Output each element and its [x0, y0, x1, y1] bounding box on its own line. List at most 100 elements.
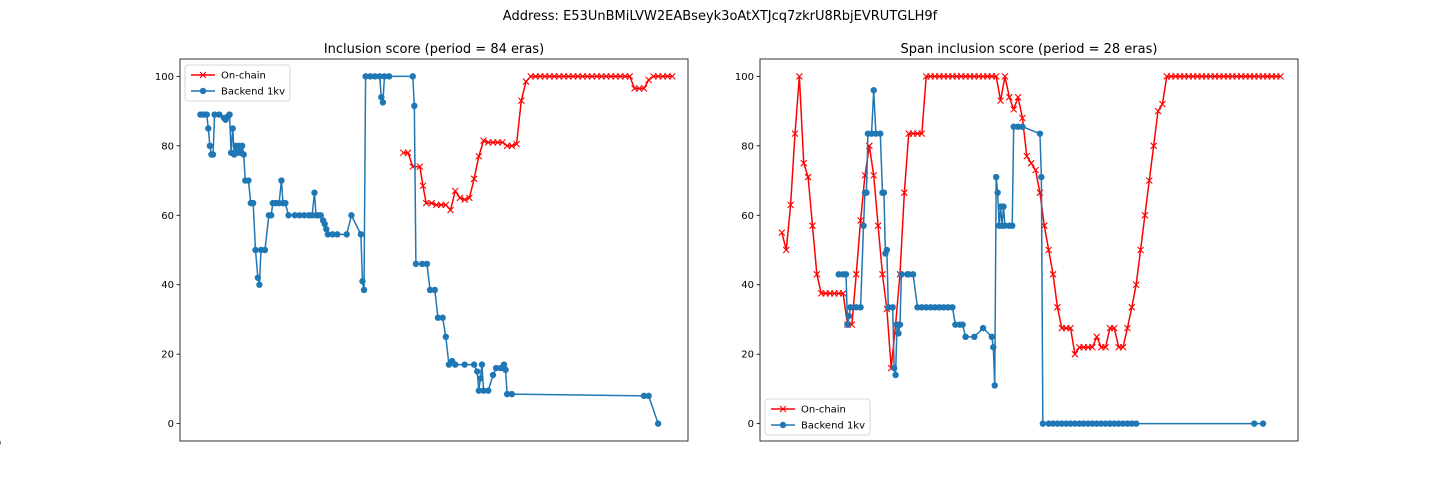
data-point-marker: [654, 420, 662, 427]
series-line: [781, 75, 1281, 369]
data-point-marker: [206, 142, 214, 150]
data-point-marker: [885, 304, 892, 311]
data-point-marker: [1115, 420, 1122, 427]
data-point-marker: [839, 290, 847, 297]
data-point-marker: [452, 361, 459, 368]
data-point-marker: [787, 201, 795, 209]
data-point-marker: [1154, 107, 1162, 115]
series-line: [403, 75, 673, 211]
data-point-marker: [238, 142, 246, 150]
data-point-marker: [890, 364, 898, 372]
data-point-marker: [1110, 324, 1118, 332]
data-point-marker: [1010, 123, 1017, 130]
data-point-marker: [877, 130, 884, 137]
data-point-marker: [474, 368, 481, 375]
data-point-marker: [1259, 420, 1267, 427]
chart-panel-inclusion-score: Inclusion score (period = 84 eras) 0 20 40 6…: [0, 42, 689, 445]
data-point-marker: [1019, 114, 1026, 122]
data-point-marker: [1039, 420, 1047, 427]
data-point-marker: [909, 271, 917, 278]
data-point-marker: [226, 111, 233, 118]
data-point-marker: [835, 271, 842, 278]
data-point-marker: [475, 387, 483, 394]
data-point-marker: [949, 304, 956, 311]
legend-box: [184, 64, 291, 102]
data-point-marker: [931, 304, 939, 311]
data-point-marker: [857, 304, 864, 311]
data-point-marker: [477, 375, 484, 382]
data-point-marker: [1141, 211, 1149, 219]
data-point-marker: [381, 73, 388, 80]
data-point-marker: [502, 366, 509, 374]
data-point-marker: [470, 361, 478, 368]
series-backend-1kv: [835, 87, 1267, 427]
data-point-marker: [412, 260, 420, 268]
y-tick-label: 20: [741, 350, 754, 361]
data-point-marker: [291, 212, 299, 219]
data-point-marker: [626, 72, 634, 80]
data-point-marker: [809, 222, 816, 230]
data-point-marker: [249, 199, 257, 207]
data-point-marker: [640, 392, 648, 400]
plot-frame: [179, 58, 689, 442]
legend-label: Backend 1kv: [801, 421, 865, 432]
data-point-marker: [513, 140, 520, 148]
series-on-chain: [399, 72, 676, 214]
data-point-marker: [1097, 420, 1105, 427]
data-point-marker: [329, 231, 336, 238]
series-line: [838, 89, 1264, 425]
data-point-marker: [1145, 177, 1153, 184]
data-point-marker: [508, 390, 516, 398]
data-point-marker: [343, 231, 350, 238]
data-point-marker: [419, 182, 427, 190]
data-point-marker: [508, 142, 516, 150]
data-point-marker: [252, 246, 259, 254]
data-point-marker: [1089, 420, 1096, 427]
data-point-marker: [880, 189, 888, 196]
data-point-marker: [442, 333, 449, 341]
data-point-marker: [261, 246, 269, 254]
data-point-marker: [434, 314, 442, 321]
data-point-marker: [296, 212, 303, 219]
legend: On-chain Backend 1kv: [764, 398, 871, 436]
data-point-marker: [1005, 93, 1013, 101]
data-point-marker: [1010, 105, 1018, 113]
data-point-marker: [480, 137, 487, 144]
data-point-marker: [883, 246, 891, 254]
data-point-marker: [900, 189, 908, 197]
data-point-marker: [1001, 72, 1009, 80]
y-tick-label: 60: [161, 211, 174, 222]
data-point-marker: [439, 314, 446, 321]
data-point-marker: [376, 73, 383, 80]
data-point-marker: [1076, 420, 1083, 427]
data-point-marker: [778, 229, 786, 237]
data-point-marker: [1027, 159, 1035, 167]
y-tick-label: 0: [748, 419, 754, 430]
data-point-marker: [1036, 130, 1044, 137]
data-point-marker: [1124, 420, 1131, 427]
data-point-marker: [229, 125, 236, 132]
data-point-marker: [359, 278, 366, 285]
data-point-marker: [416, 163, 424, 171]
data-point-marker: [1001, 222, 1009, 229]
chart-title: Span inclusion score (period = 28 eras): [901, 42, 1158, 57]
data-point-marker: [645, 392, 652, 400]
data-point-marker: [1132, 281, 1140, 289]
data-point-marker: [240, 151, 247, 158]
data-point-marker: [447, 206, 454, 214]
data-point-marker: [470, 175, 478, 183]
legend-label: Backend 1kv: [221, 87, 285, 98]
y-tick-label: 20: [161, 350, 174, 361]
data-point-marker: [842, 271, 850, 278]
data-point-marker: [348, 212, 355, 219]
data-point-marker: [205, 125, 212, 132]
data-point-marker: [870, 87, 877, 94]
data-point-marker: [282, 199, 289, 207]
data-point-marker: [461, 361, 468, 368]
data-point-marker: [456, 194, 464, 202]
data-point-marker: [203, 111, 210, 118]
data-point-marker: [863, 189, 870, 196]
data-point-marker: [216, 111, 223, 118]
data-point-marker: [1067, 324, 1074, 332]
data-point-marker: [1251, 420, 1258, 427]
